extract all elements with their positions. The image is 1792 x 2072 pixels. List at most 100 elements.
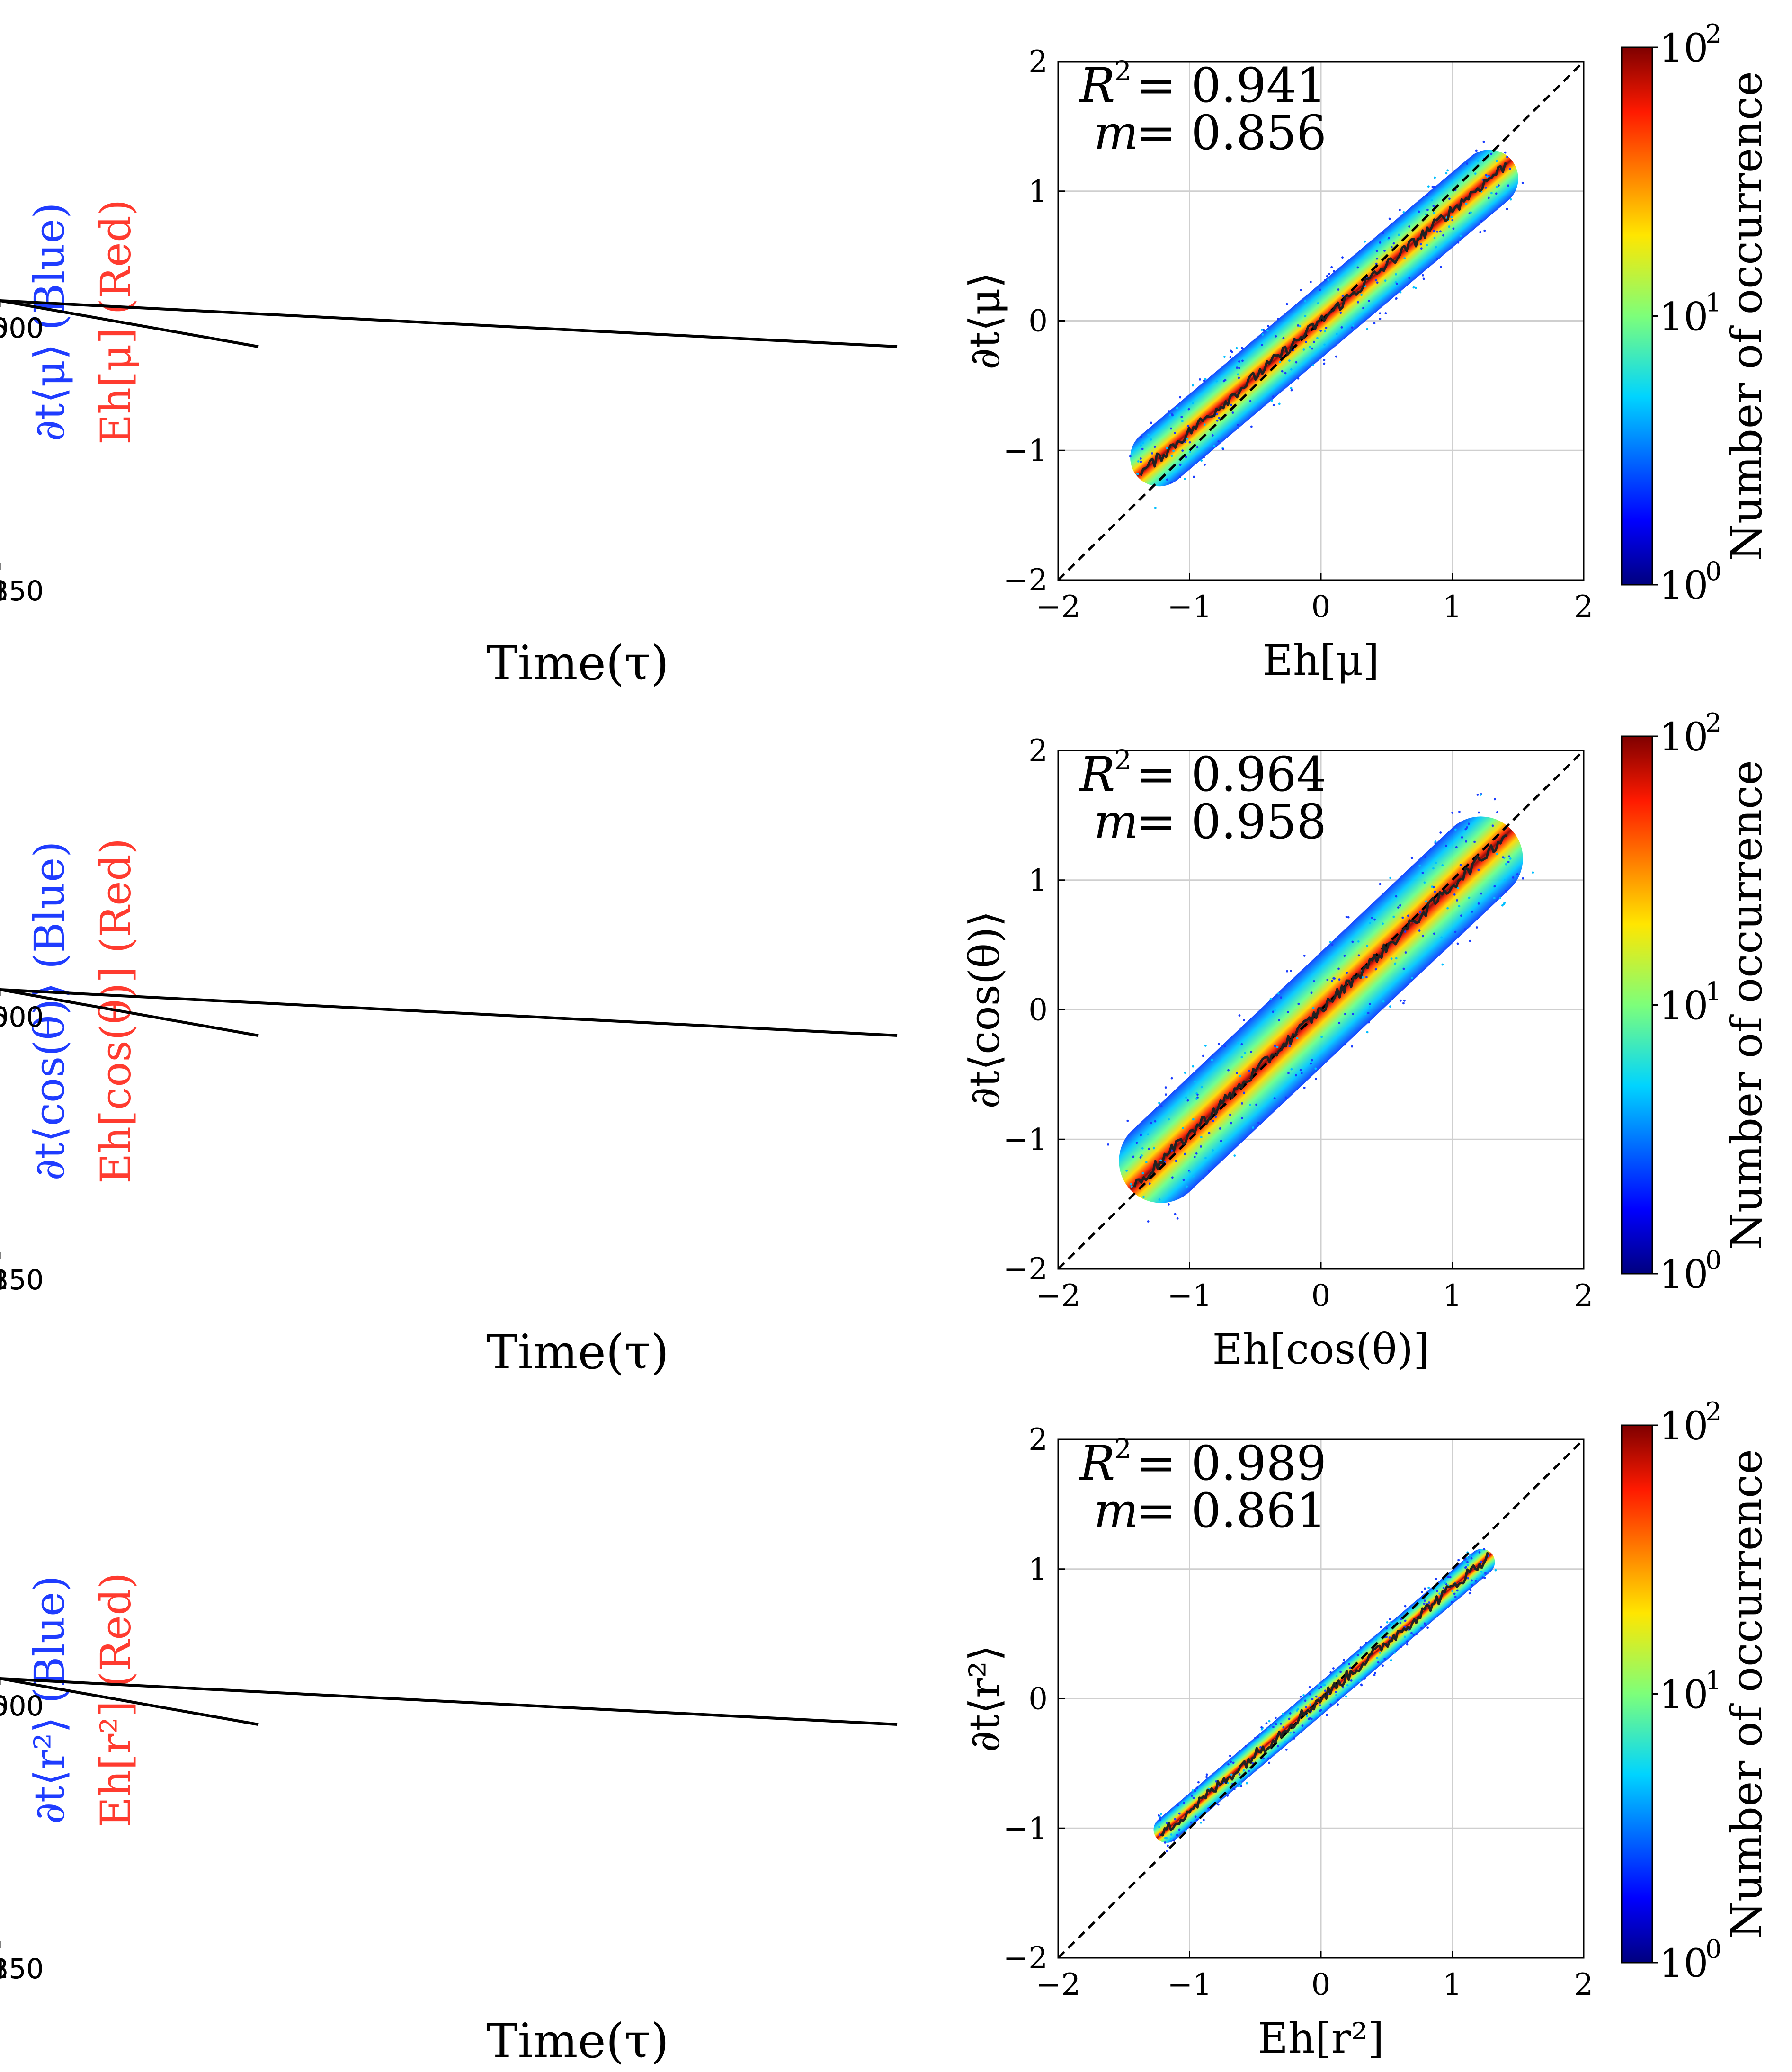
time-axis-label: Time(τ) — [486, 2013, 669, 2069]
density-speck — [1326, 275, 1328, 277]
density-speck — [1235, 347, 1238, 349]
density-speck — [1379, 883, 1382, 885]
density-speck — [1342, 1686, 1345, 1689]
density-speck — [1337, 288, 1340, 291]
density-speck — [1532, 871, 1534, 874]
density-speck — [1339, 312, 1342, 314]
density-speck — [1277, 992, 1280, 995]
density-speck — [1274, 1009, 1276, 1011]
density-speck — [1151, 452, 1153, 455]
density-speck — [1404, 951, 1407, 954]
density-speck — [1341, 256, 1344, 259]
density-speck — [1221, 448, 1224, 451]
density-speck — [1272, 395, 1275, 398]
density-speck — [1203, 379, 1205, 382]
density-speck — [1424, 1587, 1426, 1590]
bottom-panel-xtick-label: 70350 — [0, 575, 44, 607]
density-speck — [1310, 991, 1313, 994]
density-speck — [1180, 416, 1183, 418]
density-speck — [1220, 1140, 1222, 1143]
density-speck — [1420, 1627, 1423, 1629]
density-speck — [1398, 233, 1400, 236]
density-speck — [1200, 1086, 1203, 1089]
density-speck — [1238, 1014, 1241, 1017]
density-speck — [1346, 972, 1348, 974]
density-speck — [1170, 1077, 1173, 1080]
density-speck — [1179, 475, 1181, 478]
density-speck — [1195, 1098, 1198, 1100]
scatter-xtick-label: 2 — [1574, 1967, 1594, 2002]
r-squared-value: = 0.941 — [1136, 58, 1327, 113]
density-speck — [1195, 1152, 1198, 1155]
density-speck — [1192, 1065, 1195, 1068]
scatter-xtick-label: 1 — [1443, 1967, 1462, 2002]
density-speck — [1434, 890, 1436, 893]
density-speck — [1399, 904, 1401, 907]
density-speck — [1479, 231, 1481, 233]
density-speck — [1171, 1176, 1174, 1179]
density-speck — [1470, 1557, 1473, 1560]
density-speck — [1346, 1684, 1349, 1687]
density-speck — [1184, 1152, 1186, 1155]
density-speck — [1274, 1716, 1277, 1719]
colorbar-tick-exp: 0 — [1705, 1934, 1721, 1964]
colorbar-tick-exp: 0 — [1705, 556, 1721, 586]
density-speck — [1333, 977, 1336, 980]
density-speck — [1403, 999, 1406, 1002]
density-speck — [1305, 1706, 1308, 1708]
density-speck — [1208, 1132, 1211, 1134]
bottom-panel-xtick-label: 70150 — [0, 575, 44, 607]
density-speck — [1404, 1619, 1407, 1622]
density-speck — [1456, 942, 1459, 945]
density-speck — [1490, 152, 1493, 155]
density-speck — [1426, 194, 1428, 196]
density-speck — [1257, 1736, 1259, 1739]
density-speck — [1357, 954, 1360, 957]
density-speck — [1218, 417, 1221, 419]
density-speck — [1285, 1748, 1288, 1751]
density-speck — [1406, 1643, 1409, 1646]
density-speck — [1432, 205, 1435, 207]
density-speck — [1295, 1709, 1298, 1712]
density-speck — [1454, 828, 1457, 831]
density-speck — [1237, 424, 1239, 427]
density-speck — [1329, 941, 1332, 943]
colorbar-tick-base: 10 — [1659, 1404, 1708, 1449]
density-speck — [1440, 936, 1443, 939]
colorbar-tick-base: 10 — [1659, 1941, 1708, 1986]
scatter-xtick-label: 0 — [1311, 1278, 1331, 1313]
density-speck — [1480, 892, 1482, 895]
density-speck — [1288, 359, 1291, 362]
density-speck — [1375, 279, 1378, 282]
density-speck — [1176, 1834, 1178, 1837]
r-squared-superscript: 2 — [1114, 744, 1132, 776]
density-speck — [1477, 902, 1480, 905]
density-speck — [1254, 1737, 1257, 1740]
density-speck — [1319, 288, 1321, 291]
density-speck — [1466, 1556, 1469, 1559]
density-speck — [1453, 893, 1456, 896]
density-speck — [1266, 329, 1269, 332]
density-speck — [1154, 1120, 1157, 1123]
density-speck — [1435, 246, 1437, 249]
row-r2: ∂t⟨r²⟩ (Blue)Eh[r²] (Red)10−170000705007… — [0, 1397, 1772, 2069]
zoom-connector-left — [0, 1677, 259, 1726]
density-speck — [1351, 1045, 1353, 1048]
density-speck — [1176, 407, 1178, 410]
density-speck — [1448, 225, 1451, 228]
density-speck — [1419, 243, 1422, 246]
density-speck — [1125, 1170, 1128, 1172]
density-speck — [1202, 1054, 1204, 1057]
density-speck — [1140, 436, 1143, 438]
density-speck — [1448, 197, 1451, 200]
density-speck — [1179, 396, 1182, 399]
density-speck — [1203, 423, 1206, 426]
density-speck — [1278, 1019, 1281, 1022]
density-speck — [1427, 1586, 1430, 1589]
density-speck — [1436, 1590, 1438, 1593]
density-speck — [1241, 1117, 1243, 1120]
density-speck — [1366, 328, 1369, 330]
density-speck — [1158, 1826, 1160, 1828]
density-speck — [1356, 1653, 1359, 1656]
density-speck — [1329, 1671, 1332, 1674]
